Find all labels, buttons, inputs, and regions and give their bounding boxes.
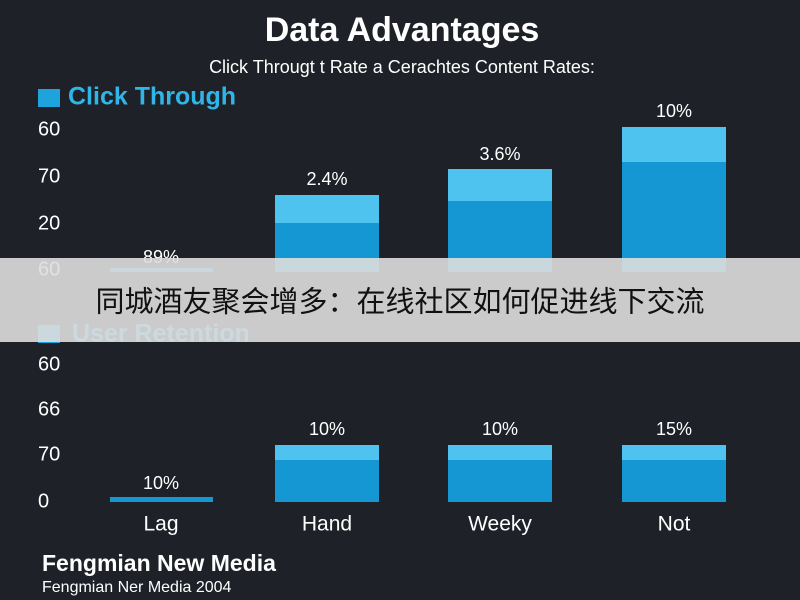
bar-label: 15% (656, 419, 692, 439)
category-label: Weeky (468, 513, 532, 536)
axis-label: 20 (38, 212, 60, 234)
bar-label: 3.6% (479, 144, 520, 164)
banner (0, 258, 800, 342)
bar-highlight (448, 169, 552, 201)
legend-swatch (38, 89, 60, 107)
axis-label: 0 (38, 490, 49, 512)
legend-label: Click Through (68, 83, 236, 111)
bar-label: 10% (656, 101, 692, 121)
axis-label: 70 (38, 165, 60, 187)
bar-highlight (275, 195, 379, 223)
footer-brand: Fengmian New Media (42, 550, 276, 576)
bar (110, 497, 213, 502)
category-label: Hand (302, 513, 352, 536)
axis-label: 70 (38, 443, 60, 465)
subtitle: Click Througt t Rate a Cerachtes Content… (209, 57, 595, 77)
category-label: Lag (143, 513, 178, 536)
bar-highlight (622, 127, 726, 162)
axis-label: 66 (38, 398, 60, 420)
category-label: Not (658, 513, 691, 536)
axis-label: 60 (38, 118, 60, 140)
bar-highlight (275, 445, 379, 460)
footer-line: Fengmian Ner Media 2004 (42, 579, 232, 596)
bar-label: 10% (143, 473, 179, 493)
bar-highlight (622, 445, 726, 460)
axis-label: 60 (38, 353, 60, 375)
bar-label: 2.4% (306, 169, 347, 189)
bar-label: 10% (309, 419, 345, 439)
title: Data Advantages (265, 11, 540, 49)
banner-text: 同城酒友聚会增多：在线社区如何促进线下交流 (95, 286, 704, 319)
bar-highlight (448, 445, 552, 460)
bar-label: 10% (482, 419, 518, 439)
